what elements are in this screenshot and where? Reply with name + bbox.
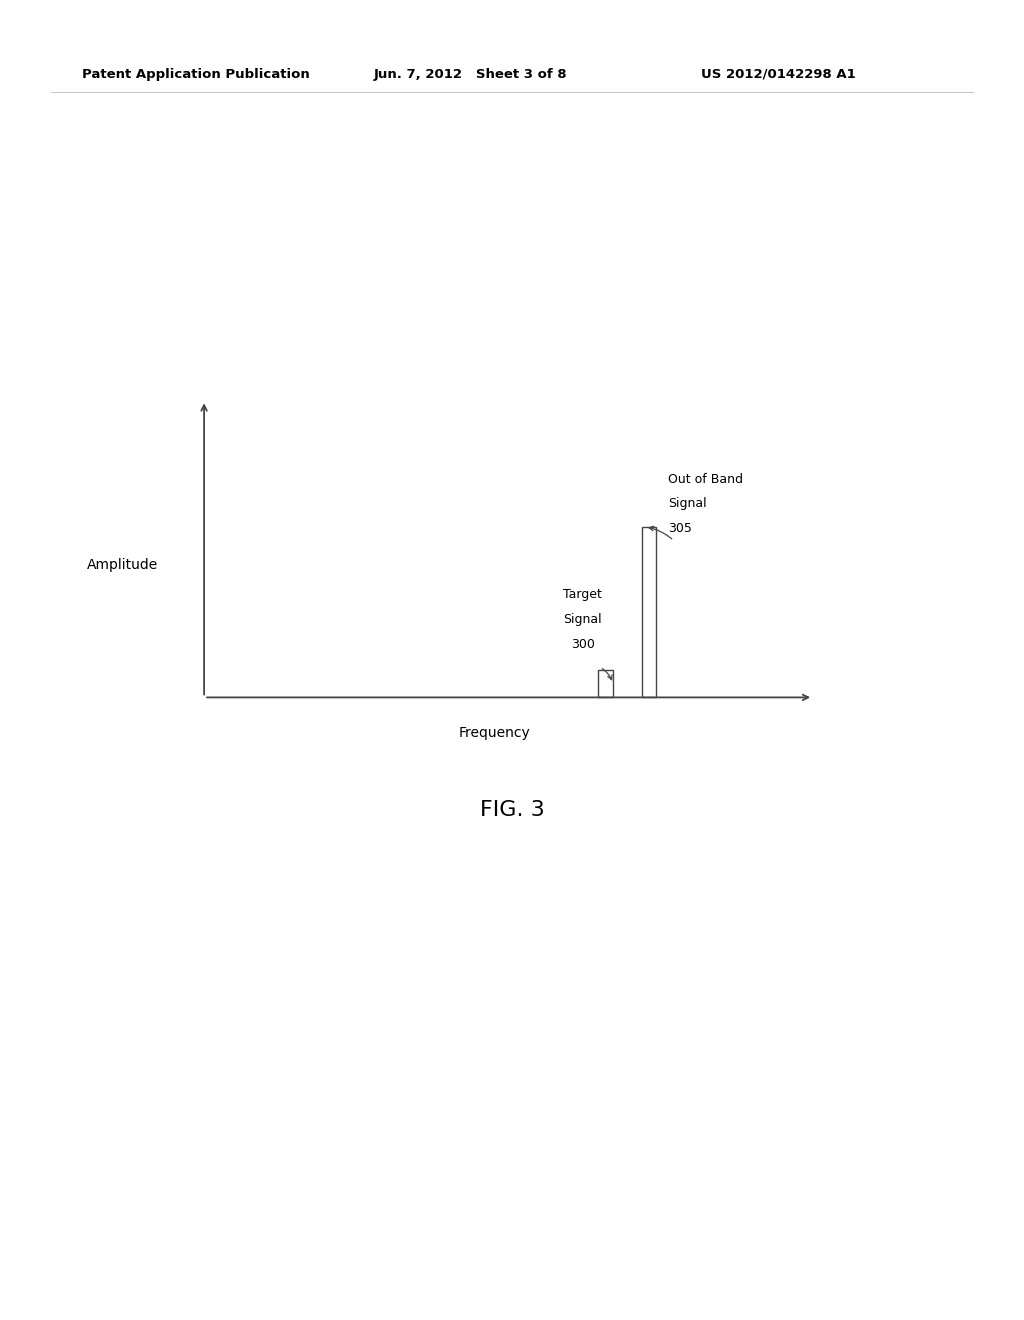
Text: Jun. 7, 2012   Sheet 3 of 8: Jun. 7, 2012 Sheet 3 of 8 xyxy=(374,67,567,81)
Bar xyxy=(598,671,613,697)
Text: 300: 300 xyxy=(570,638,595,651)
Text: Frequency: Frequency xyxy=(458,726,530,741)
Text: 305: 305 xyxy=(668,523,692,535)
Text: Signal: Signal xyxy=(668,498,707,511)
Text: US 2012/0142298 A1: US 2012/0142298 A1 xyxy=(701,67,856,81)
Text: FIG. 3: FIG. 3 xyxy=(479,800,545,821)
Text: Target: Target xyxy=(563,589,602,601)
Text: Out of Band: Out of Band xyxy=(668,473,743,486)
Text: Amplitude: Amplitude xyxy=(87,558,159,573)
Bar xyxy=(642,527,656,697)
Text: Patent Application Publication: Patent Application Publication xyxy=(82,67,309,81)
Text: Signal: Signal xyxy=(563,612,602,626)
